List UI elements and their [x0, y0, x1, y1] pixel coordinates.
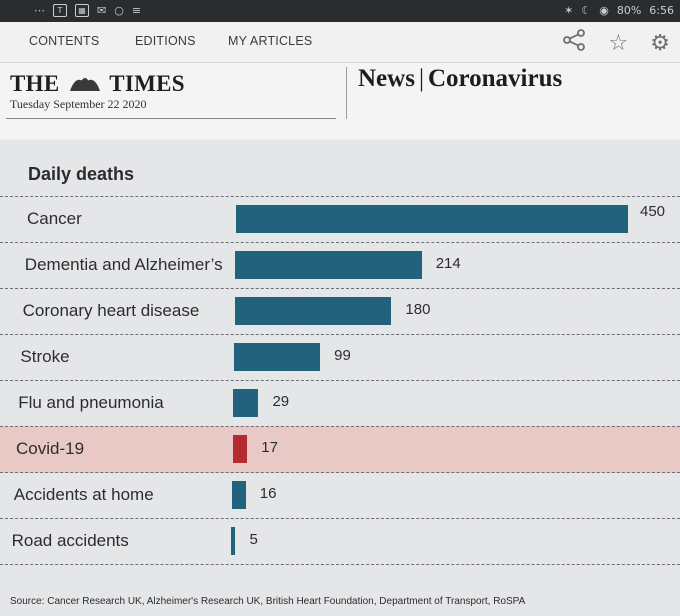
chart-title: Daily deaths	[28, 164, 135, 184]
category-label: Cancer	[27, 209, 82, 228]
chart-row: Road accidents 5	[0, 518, 680, 565]
gear-icon[interactable]: ⚙	[650, 30, 670, 55]
paper-name-times: TIMES	[109, 71, 185, 96]
news-icon: ≡	[131, 4, 142, 17]
clock: 6:56	[649, 4, 674, 17]
wifi-icon: ◉	[599, 4, 609, 17]
bar	[231, 527, 236, 555]
value-label: 5	[249, 531, 258, 548]
chart-row: Covid-19 17	[0, 426, 680, 473]
status-bar: ⋯ T ▦ ✉ ○ ≡ ✶ ☾ ◉ 80% 6:56	[0, 0, 680, 22]
article-tools: ☆ ⚙	[561, 28, 670, 58]
bar	[232, 435, 248, 463]
value-label: 450	[640, 203, 666, 220]
bar	[233, 343, 321, 371]
crest-icon	[69, 78, 100, 91]
paper-logo: THE TIMES	[10, 71, 185, 97]
bluetooth-icon: ✶	[564, 4, 574, 17]
bar	[235, 251, 422, 279]
bar	[231, 481, 246, 509]
chart-row: Cancer 450	[0, 196, 680, 243]
section-name: News	[358, 65, 415, 92]
masthead-vertical-divider	[346, 67, 347, 119]
paper-name-the: THE	[10, 71, 60, 96]
subsection-name: Coronavirus	[427, 65, 563, 92]
times-app-icon: T	[53, 4, 67, 17]
edition-date: Tuesday September 22 2020	[10, 97, 147, 111]
calendar-icon: ▦	[75, 4, 89, 17]
category-label: Covid-19	[16, 439, 85, 458]
category-label: Flu and pneumonia	[18, 393, 164, 412]
share-icon[interactable]	[561, 28, 587, 58]
chart-row: Flu and pneumonia 29	[0, 380, 680, 427]
chart-row: Stroke 99	[0, 334, 680, 381]
more-icon: ⋯	[34, 4, 45, 17]
category-label: Coronary heart disease	[22, 301, 200, 320]
bar	[234, 297, 392, 325]
tab-my-articles[interactable]: MY ARTICLES	[228, 34, 313, 48]
system-status: ✶ ☾ ◉ 80% 6:56	[564, 4, 674, 17]
section-title: News | Coronavirus	[358, 65, 563, 92]
bar	[233, 389, 259, 417]
star-icon[interactable]: ☆	[608, 30, 629, 55]
notification-icons: ⋯ T ▦ ✉ ○ ≡	[34, 4, 141, 17]
value-label: 214	[435, 255, 461, 272]
category-label: Accidents at home	[13, 485, 154, 504]
top-nav: CONTENTS EDITIONS MY ARTICLES ☆ ⚙	[0, 22, 680, 63]
value-label: 16	[259, 485, 277, 502]
value-label: 29	[272, 393, 290, 410]
category-label: Stroke	[20, 347, 70, 366]
chart-row: Dementia and Alzheimer’s 214	[0, 242, 680, 289]
value-label: 180	[405, 301, 431, 318]
value-label: 99	[334, 347, 351, 364]
category-label: Road accidents	[11, 531, 129, 550]
notification-icon: ○	[114, 4, 124, 17]
chart-bottom-rule	[0, 564, 680, 565]
daily-deaths-chart: Daily deaths Cancer 450 Dementia and Alzhe…	[0, 140, 680, 616]
mail-icon: ✉	[97, 4, 107, 17]
chart-source: Source: Cancer Research UK, Alzheimer's …	[10, 596, 526, 607]
dnd-icon: ☾	[581, 4, 592, 17]
chart-row: Coronary heart disease 180	[0, 288, 680, 335]
bar	[236, 205, 628, 233]
tab-editions[interactable]: EDITIONS	[135, 34, 196, 48]
chart-row: Accidents at home 16	[0, 472, 680, 519]
value-label: 17	[261, 439, 278, 456]
tab-contents[interactable]: CONTENTS	[29, 34, 100, 48]
battery-level: 80%	[616, 4, 642, 17]
category-label: Dementia and Alzheimer’s	[24, 255, 223, 274]
masthead-divider	[6, 118, 336, 119]
masthead: THE TIMES Tuesday September 22 2020 News…	[0, 63, 680, 139]
app-screen: CONTENTS EDITIONS MY ARTICLES ☆ ⚙ THE TI…	[0, 22, 680, 616]
